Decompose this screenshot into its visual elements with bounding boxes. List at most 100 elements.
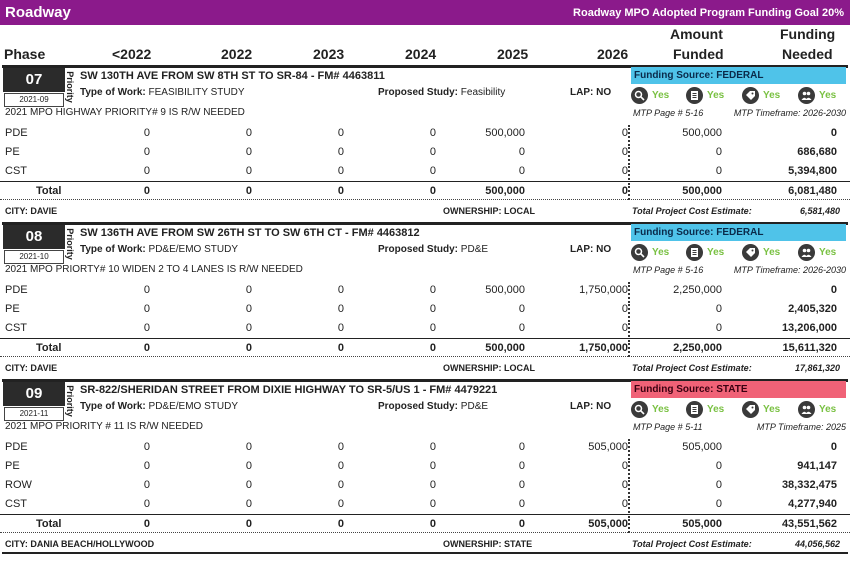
year-value: 0 bbox=[518, 460, 525, 472]
search-icon bbox=[631, 87, 648, 104]
total-year-value: 1,750,000 bbox=[579, 342, 628, 354]
total-label: Total bbox=[36, 185, 62, 197]
funding-needed: 0 bbox=[830, 441, 837, 453]
total-funded: 500,000 bbox=[682, 185, 722, 197]
dotted-separator bbox=[628, 320, 631, 337]
year-value: 0 bbox=[621, 165, 628, 177]
lap-status: LAP: NO bbox=[570, 244, 612, 255]
total-cost-value: 44,056,562 bbox=[794, 539, 840, 549]
year-value: 0 bbox=[429, 460, 436, 472]
ownership: OWNERSHIP: LOCAL bbox=[443, 363, 535, 373]
total-cost-value: 17,861,320 bbox=[794, 363, 840, 373]
yes-label: Yes bbox=[763, 247, 781, 258]
year-value: 0 bbox=[429, 146, 436, 158]
type-of-work: Type of Work: PD&E/EMO STUDY bbox=[80, 401, 238, 412]
phase-row: PE 0 0 0 0 0 0 0 686,680 bbox=[0, 143, 850, 162]
yes-label: Yes bbox=[707, 247, 725, 258]
funding-source-badge: Funding Source: FEDERAL bbox=[631, 67, 846, 84]
phase-row: CST 0 0 0 0 0 0 0 4,277,940 bbox=[0, 495, 850, 514]
funding-needed: 13,206,000 bbox=[781, 322, 837, 334]
col-amount-2: Funded bbox=[673, 46, 724, 62]
year-value: 0 bbox=[143, 322, 150, 334]
funding-source-badge: Funding Source: FEDERAL bbox=[631, 224, 846, 241]
phase-row: CST 0 0 0 0 0 0 0 5,394,800 bbox=[0, 162, 850, 181]
funding-needed: 941,147 bbox=[797, 460, 837, 472]
total-cost-label: Total Project Cost Estimate: bbox=[632, 363, 752, 373]
col-amount-1: Amount bbox=[670, 26, 723, 42]
proposed-study-label: Proposed Study: bbox=[378, 87, 459, 98]
year-value: 0 bbox=[245, 146, 252, 158]
year-value: 500,000 bbox=[485, 284, 525, 296]
document-icon bbox=[686, 401, 703, 418]
yes-label: Yes bbox=[652, 90, 670, 101]
tag-icon bbox=[742, 87, 759, 104]
yes-label: Yes bbox=[707, 404, 725, 415]
ownership: OWNERSHIP: STATE bbox=[443, 539, 533, 549]
year-value: 0 bbox=[143, 127, 150, 139]
total-year-value: 505,000 bbox=[588, 518, 628, 530]
year-value: 0 bbox=[143, 284, 150, 296]
year-value: 0 bbox=[143, 165, 150, 177]
project-title: SW 130TH AVE FROM SW 8TH ST TO SR-84 - F… bbox=[80, 70, 385, 82]
total-year-value: 0 bbox=[429, 342, 436, 354]
tag-icon bbox=[742, 244, 759, 261]
year-value: 0 bbox=[621, 479, 628, 491]
total-needed: 43,551,562 bbox=[781, 518, 837, 530]
project-footer: CITY: DAVIE OWNERSHIP: LOCAL Total Project… bbox=[0, 359, 850, 376]
yes-label: Yes bbox=[652, 404, 670, 415]
search-icon bbox=[631, 401, 648, 418]
phase-label: CST bbox=[5, 322, 27, 334]
year-value: 0 bbox=[245, 322, 252, 334]
type-of-work: Type of Work: PD&E/EMO STUDY bbox=[80, 244, 238, 255]
year-value: 0 bbox=[429, 165, 436, 177]
lap-status: LAP: NO bbox=[570, 87, 612, 98]
yes-label: Yes bbox=[819, 247, 837, 258]
yes-label: Yes bbox=[652, 247, 670, 258]
priority-text: Priority bbox=[65, 228, 75, 260]
year-value: 0 bbox=[245, 127, 252, 139]
phase-label: PDE bbox=[5, 127, 28, 139]
total-row: Total 0 0 0 0 500,000 0 500,000 6,081,480 bbox=[0, 181, 850, 200]
total-year-value: 0 bbox=[621, 185, 628, 197]
total-cost-label: Total Project Cost Estimate: bbox=[632, 206, 752, 216]
phase-label: PDE bbox=[5, 441, 28, 453]
phase-label: PE bbox=[5, 303, 20, 315]
priority-label: Priority bbox=[64, 383, 75, 421]
year-value: 0 bbox=[518, 479, 525, 491]
col-pre-2022: <2022 bbox=[112, 46, 152, 62]
year-value: 0 bbox=[429, 127, 436, 139]
phase-label: CST bbox=[5, 498, 27, 510]
yes-label: Yes bbox=[819, 404, 837, 415]
priority-note: 2021 MPO PRIORTY# 10 WIDEN 2 TO 4 LANES … bbox=[5, 264, 303, 275]
year-value: 0 bbox=[245, 303, 252, 315]
phase-label: ROW bbox=[5, 479, 32, 491]
type-of-work-label: Type of Work: bbox=[80, 401, 146, 412]
mtp-timeframe: MTP Timeframe: 2026-2030 bbox=[733, 265, 846, 275]
project-block: 07 2021-09 Priority SW 130TH AVE FROM SW 8T… bbox=[0, 65, 850, 221]
col-2022: 2022 bbox=[221, 46, 253, 62]
amount-funded: 0 bbox=[715, 498, 722, 510]
dotted-separator bbox=[628, 340, 631, 357]
year-value: 0 bbox=[245, 460, 252, 472]
priority-date: 2021-10 bbox=[4, 250, 64, 264]
year-value: 0 bbox=[337, 460, 344, 472]
total-year-value: 0 bbox=[429, 518, 436, 530]
year-value: 0 bbox=[429, 284, 436, 296]
phase-row: PE 0 0 0 0 0 0 0 941,147 bbox=[0, 457, 850, 476]
total-row: Total 0 0 0 0 0 505,000 505,000 43,551,562 bbox=[0, 514, 850, 533]
total-funded: 2,250,000 bbox=[673, 342, 722, 354]
col-2023: 2023 bbox=[313, 46, 345, 62]
total-needed: 6,081,480 bbox=[788, 185, 837, 197]
year-value: 0 bbox=[245, 165, 252, 177]
phase-label: CST bbox=[5, 165, 27, 177]
funding-needed: 4,277,940 bbox=[788, 498, 837, 510]
year-value: 0 bbox=[245, 479, 252, 491]
total-cost-label: Total Project Cost Estimate: bbox=[632, 539, 752, 549]
year-value: 0 bbox=[337, 441, 344, 453]
mtp-page: MTP Page # 5-16 bbox=[633, 265, 704, 275]
year-value: 0 bbox=[429, 498, 436, 510]
year-value: 0 bbox=[518, 498, 525, 510]
year-value: 0 bbox=[245, 441, 252, 453]
dotted-separator bbox=[628, 516, 631, 533]
project-block: 08 2021-10 Priority SW 136TH AVE FROM SW 26… bbox=[0, 222, 850, 378]
